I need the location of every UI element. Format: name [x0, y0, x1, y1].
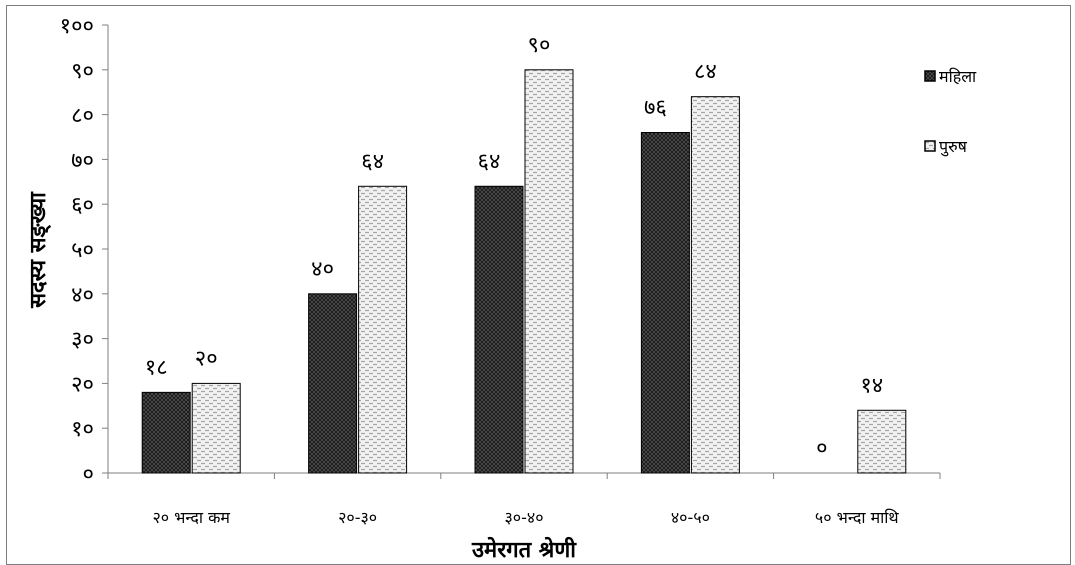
x-axis-title: उमेरगत श्रेणी [471, 536, 577, 563]
y-tick-label: ० [83, 462, 94, 487]
x-category-label: ४०-५० [671, 508, 710, 527]
data-label: २० [195, 346, 218, 371]
bar-purush [857, 409, 907, 474]
x-category-label: २० भन्दा कम [152, 508, 230, 527]
y-tick-label: ५० [71, 238, 94, 263]
x-category-label: ५० भन्दा माथि [815, 508, 900, 527]
y-tick-label: ६० [71, 193, 94, 218]
data-label: १४ [860, 373, 883, 398]
data-label: ६४ [361, 149, 384, 174]
bar-mahila [640, 132, 690, 474]
data-label: ४० [311, 257, 334, 282]
bar-purush [358, 185, 408, 474]
data-label: ६४ [478, 149, 501, 174]
legend-label: पुरुष [939, 137, 968, 157]
y-tick-label: ३० [71, 328, 94, 353]
y-tick-label: ८० [71, 104, 94, 129]
bar-purush [690, 96, 740, 474]
y-tick-label: ४० [71, 283, 94, 308]
x-category-label: २०-३० [338, 508, 377, 527]
y-tick-label: ९० [71, 59, 94, 84]
bar-purush [524, 69, 574, 474]
y-axis-title: सदस्य सङ्ख्या [26, 191, 52, 309]
bar-mahila [141, 391, 191, 474]
legend-label: महिला [939, 67, 977, 86]
legend-swatch [924, 140, 936, 152]
bar-mahila [474, 185, 524, 474]
bar-purush [191, 382, 241, 474]
bar-mahila [308, 293, 358, 474]
data-label: ० [816, 436, 827, 461]
legend-swatch [924, 70, 936, 82]
y-tick-label: १०० [60, 14, 94, 39]
data-label: ८४ [694, 60, 717, 85]
data-label: १८ [145, 355, 168, 380]
data-label: ९० [528, 33, 551, 58]
y-tick-label: ७० [71, 148, 94, 173]
y-tick-label: २० [71, 372, 94, 397]
x-category-label: ३०-४० [504, 508, 543, 527]
y-tick-label: १० [71, 417, 94, 442]
data-label: ७६ [644, 96, 667, 121]
